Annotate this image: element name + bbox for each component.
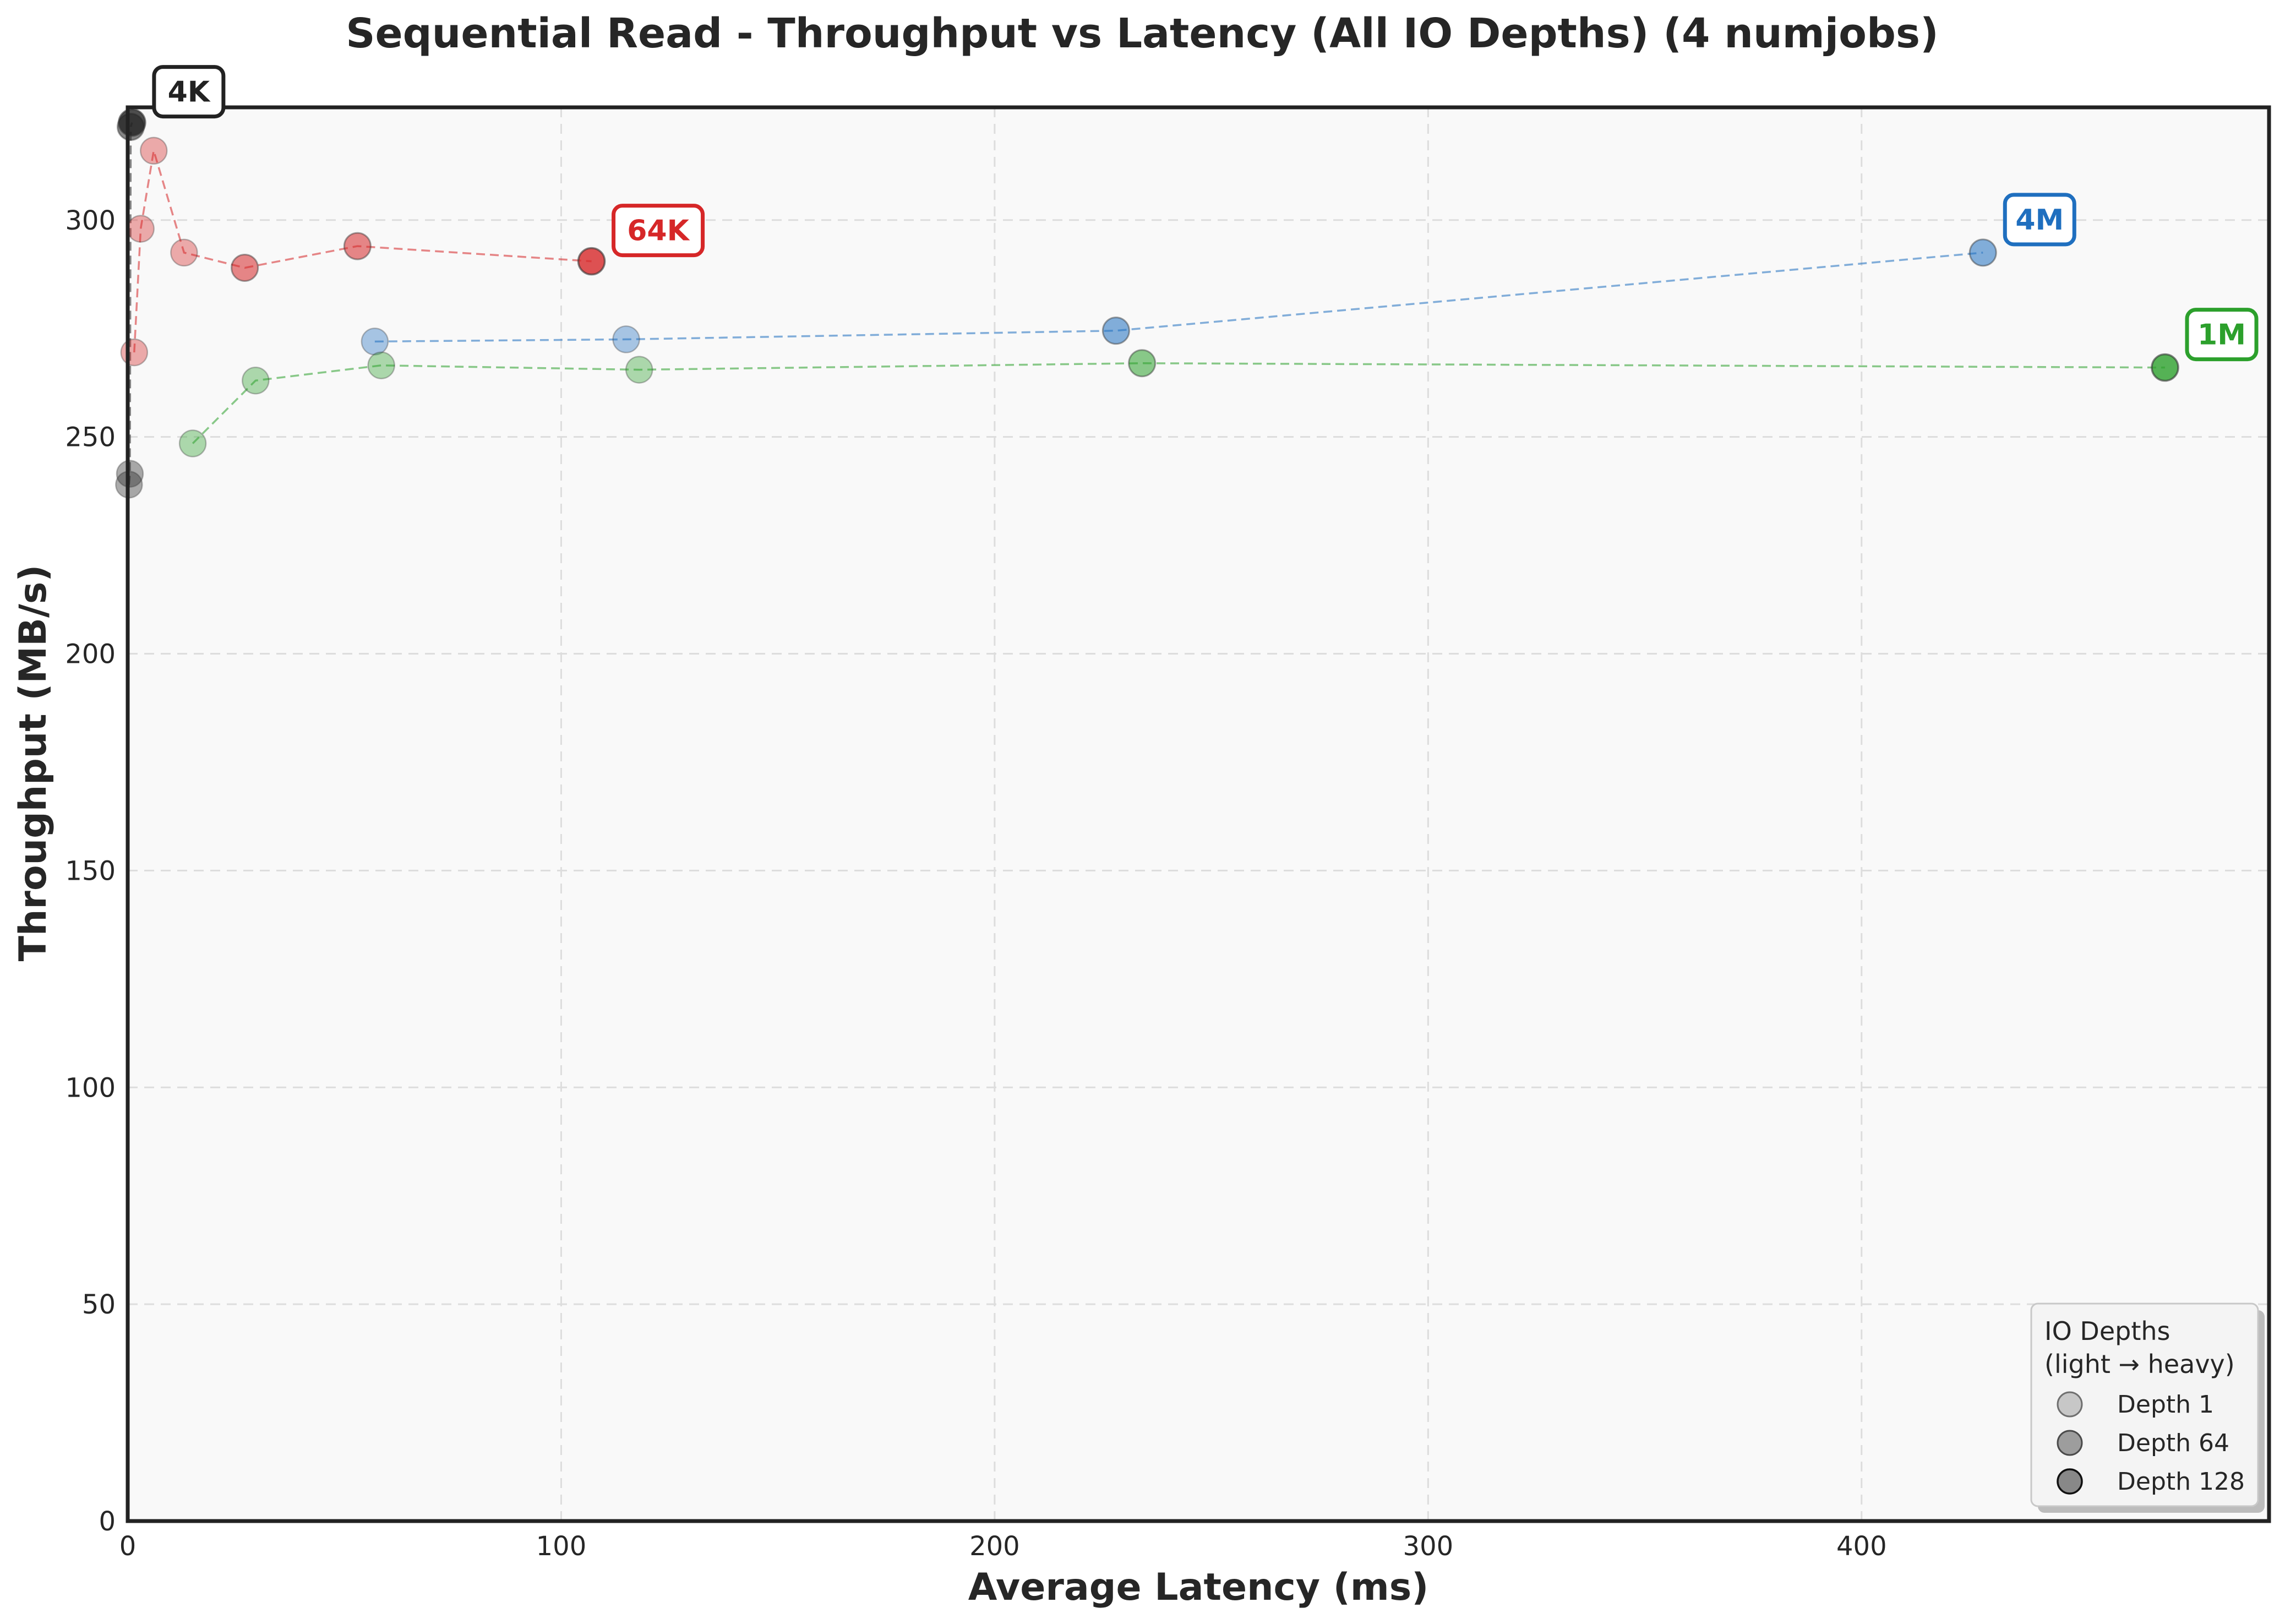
plot-area: [128, 107, 2269, 1521]
plot-frame: [126, 105, 2271, 1523]
y-tick-label: 250: [65, 422, 116, 453]
series-4m: [361, 238, 1997, 356]
data-point-1m: [242, 367, 270, 395]
grid-lines: [128, 107, 2269, 1521]
y-tick-label: 200: [65, 639, 116, 670]
chart-title: Sequential Read - Throughput vs Latency …: [346, 10, 1939, 57]
legend-title-line2: (light → heavy): [2044, 1349, 2235, 1379]
series-tags: 4K 64K 4M 1M: [152, 65, 2259, 362]
series-tag-label-1m: 1M: [2197, 319, 2246, 352]
data-point-1m: [367, 351, 395, 379]
series-layer: [115, 108, 2179, 499]
legend-entry-depth-128: Depth 128: [2057, 1468, 2245, 1496]
legend: IO Depths (light → heavy) Depth 1 Depth …: [2030, 1303, 2265, 1513]
data-point-4m: [612, 325, 640, 353]
legend-entry-depth-1: Depth 1: [2057, 1391, 2214, 1419]
legend-entry-depth-64: Depth 64: [2057, 1429, 2229, 1457]
legend-title-line1: IO Depths: [2044, 1316, 2170, 1346]
series-tag-1m: 1M: [2185, 308, 2259, 362]
data-point-1m: [1128, 349, 1157, 378]
legend-label-depth-64: Depth 64: [2117, 1429, 2229, 1457]
legend-label-depth-128: Depth 128: [2117, 1468, 2245, 1496]
series-tag-label-64k: 64K: [627, 215, 690, 248]
data-point-4m: [361, 328, 389, 356]
x-tick-label: 0: [119, 1531, 137, 1562]
y-tick-label: 0: [99, 1506, 116, 1537]
series-line-4m: [374, 252, 1983, 343]
series-tag-label-4m: 4M: [2015, 204, 2064, 237]
y-tick-label: 150: [65, 855, 116, 886]
y-axis-label: Throughput (MB/s): [12, 565, 55, 962]
data-point-64k: [120, 338, 149, 367]
y-tick-label: 100: [65, 1072, 116, 1103]
data-point-4k: [116, 460, 144, 488]
legend-label-depth-1: Depth 1: [2117, 1391, 2214, 1419]
legend-marker-depth-1: [2057, 1391, 2083, 1418]
series-tag-4k: 4K: [152, 65, 226, 119]
data-point-1m: [2151, 353, 2179, 382]
data-point-64k: [231, 253, 259, 282]
x-tick-label: 200: [969, 1531, 1020, 1562]
data-point-64k: [127, 215, 155, 243]
data-point-4m: [1968, 238, 1997, 267]
series-tag-label-4k: 4K: [168, 76, 211, 109]
data-point-1m: [178, 429, 207, 457]
data-point-4k: [118, 108, 146, 137]
data-point-64k: [170, 238, 198, 267]
x-axis-label: Average Latency (ms): [968, 1566, 1429, 1609]
data-point-4m: [1101, 317, 1130, 345]
x-tick-label: 400: [1836, 1531, 1887, 1562]
x-tick-label: 300: [1403, 1531, 1454, 1562]
series-tag-4m: 4M: [2003, 193, 2076, 247]
series-1m: [178, 349, 2179, 457]
y-tick-label: 50: [82, 1289, 116, 1320]
data-point-64k: [577, 247, 606, 276]
legend-marker-depth-128: [2057, 1468, 2083, 1495]
x-tick-label: 100: [536, 1531, 587, 1562]
axis-ticks: 0 100 200 300 400 0 50 100 150 200 250 300: [65, 205, 1886, 1562]
series-tag-64k: 64K: [612, 204, 705, 258]
data-point-64k: [343, 232, 372, 260]
series-line-1m: [192, 362, 2166, 444]
legend-marker-depth-64: [2057, 1430, 2083, 1456]
data-point-1m: [625, 356, 653, 384]
data-point-64k: [139, 137, 168, 165]
y-tick-label: 300: [65, 205, 116, 236]
